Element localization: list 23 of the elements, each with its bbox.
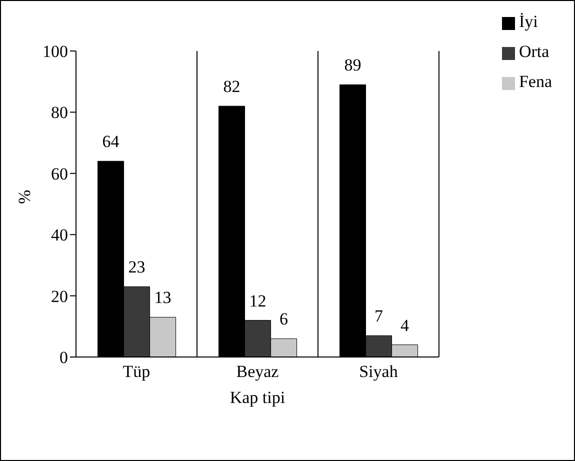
y-tick-label: 0 — [60, 348, 68, 368]
legend-label: Fena — [518, 72, 552, 91]
y-tick-label: 40 — [51, 226, 68, 245]
data-label: 7 — [374, 306, 384, 326]
x-tick-label: Siyah — [359, 362, 398, 382]
x-tick-label: Tüp — [122, 362, 150, 382]
data-label: 82 — [223, 77, 240, 96]
data-label: 4 — [400, 316, 410, 335]
data-label: 12 — [249, 291, 266, 310]
data-label: 64 — [102, 132, 120, 152]
data-label: 23 — [128, 258, 146, 277]
x-axis-title: Kap tipi — [230, 388, 286, 407]
x-tick-label: Beyaz — [236, 362, 280, 382]
data-label: 13 — [154, 288, 172, 308]
y-tick-label: 60 — [51, 164, 68, 184]
y-tick-label: 20 — [51, 286, 68, 306]
data-label: 6 — [280, 310, 288, 329]
y-tick-label: 80 — [51, 103, 68, 122]
y-tick-label: 100 — [42, 42, 68, 62]
legend-label: Orta — [518, 42, 550, 61]
data-label: 89 — [344, 56, 362, 75]
y-axis-title: % — [15, 190, 34, 204]
legend-label: İyi — [518, 12, 538, 31]
